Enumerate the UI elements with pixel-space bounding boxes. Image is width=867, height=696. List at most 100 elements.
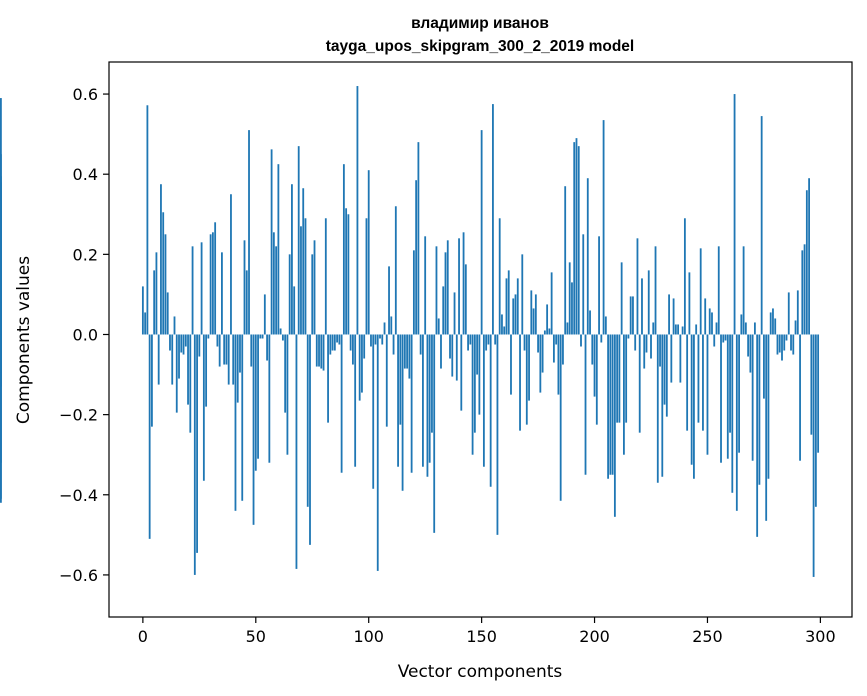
- bar-296: [810, 334, 813, 435]
- bar-209: [613, 334, 616, 517]
- bar-188: [566, 322, 569, 335]
- bar-100: [367, 170, 370, 335]
- bar-152: [485, 334, 488, 351]
- bar-38: [227, 334, 230, 385]
- bar-54: [263, 294, 266, 335]
- bar-218: [634, 334, 637, 351]
- bar-276: [765, 334, 768, 521]
- bar-242: [688, 272, 691, 335]
- bar-149: [478, 334, 481, 415]
- bar-132: [440, 334, 442, 369]
- bar-226: [652, 322, 655, 335]
- bar-281: [776, 334, 779, 355]
- bar-undefined: [0, 334, 2, 373]
- bar-113: [397, 334, 399, 467]
- bar-83: [329, 334, 332, 355]
- y-tick-label: −0.4: [59, 486, 98, 505]
- bar-0: [141, 286, 144, 335]
- bar-278: [769, 312, 772, 335]
- bar-213: [623, 334, 625, 455]
- bar-284: [783, 334, 786, 351]
- bar-271: [753, 322, 756, 335]
- bar-142: [462, 232, 465, 335]
- bar-179: [546, 304, 549, 335]
- bar-199: [591, 334, 594, 365]
- bar-246: [697, 334, 700, 423]
- bar-2: [146, 105, 149, 335]
- bar-186: [562, 334, 564, 365]
- bar-267: [744, 322, 747, 335]
- bar-248: [702, 334, 704, 431]
- bar-20: [187, 334, 189, 405]
- bar-71: [302, 188, 305, 335]
- bar-237: [677, 324, 680, 335]
- bar-79: [320, 334, 323, 369]
- bar-234: [670, 334, 673, 383]
- bar-263: [735, 334, 738, 511]
- bar-26: [200, 242, 203, 335]
- bar-37: [225, 334, 228, 365]
- x-tick-label: 50: [246, 627, 266, 646]
- bar-22: [191, 246, 194, 335]
- bar-94: [354, 334, 357, 467]
- bar-30: [209, 234, 212, 335]
- bar-232: [665, 334, 668, 417]
- bar-114: [399, 334, 402, 425]
- bar-87: [338, 334, 341, 345]
- bar-111: [392, 334, 395, 355]
- bar-268: [747, 334, 750, 357]
- bar-224: [647, 270, 650, 335]
- bar-131: [437, 318, 440, 335]
- bar-254: [715, 322, 718, 335]
- bar-108: [385, 334, 388, 427]
- chart-title: владимир иванов: [411, 15, 549, 32]
- bar-229: [659, 334, 661, 367]
- bar-88: [340, 334, 343, 473]
- bar-273: [758, 334, 761, 485]
- bar-184: [557, 334, 560, 395]
- bar-151: [482, 334, 485, 467]
- bar-241: [686, 334, 689, 431]
- bar-42: [236, 334, 239, 403]
- bar-275: [763, 334, 765, 399]
- bar-177: [541, 334, 544, 373]
- bar-51: [257, 334, 259, 459]
- bar-210: [616, 334, 619, 423]
- bar-161: [505, 278, 508, 335]
- bar-290: [796, 290, 799, 335]
- bar-3: [148, 334, 151, 539]
- bar-140: [458, 238, 460, 335]
- bar-99: [365, 218, 368, 335]
- bar-56: [268, 334, 271, 463]
- bar-96: [358, 334, 361, 401]
- bar-272: [756, 334, 759, 537]
- bar-175: [537, 334, 539, 353]
- bar-undefined: [0, 334, 2, 503]
- bar-62: [281, 334, 284, 341]
- bar-197: [586, 178, 589, 335]
- bar-122: [417, 142, 420, 335]
- bar-165: [514, 294, 517, 335]
- bar-289: [794, 320, 797, 335]
- bar-288: [792, 334, 795, 355]
- bar-70: [300, 226, 302, 335]
- bar-52: [259, 334, 262, 339]
- bar-259: [726, 334, 729, 459]
- bar-194: [580, 334, 582, 347]
- y-tick-label: 0.6: [73, 85, 98, 104]
- x-tick-label: 200: [579, 627, 610, 646]
- bar-293: [803, 244, 806, 335]
- bar-10: [164, 234, 167, 335]
- x-tick-label: 250: [692, 627, 723, 646]
- bar-148: [476, 334, 479, 375]
- bar-126: [426, 334, 429, 477]
- bar-216: [629, 296, 632, 335]
- bar-69: [297, 146, 300, 335]
- bar-91: [347, 214, 350, 335]
- bar-238: [679, 334, 682, 383]
- bar-251: [708, 308, 711, 335]
- bar-156: [494, 334, 497, 345]
- bar-120: [412, 250, 415, 335]
- bar-6: [155, 252, 158, 335]
